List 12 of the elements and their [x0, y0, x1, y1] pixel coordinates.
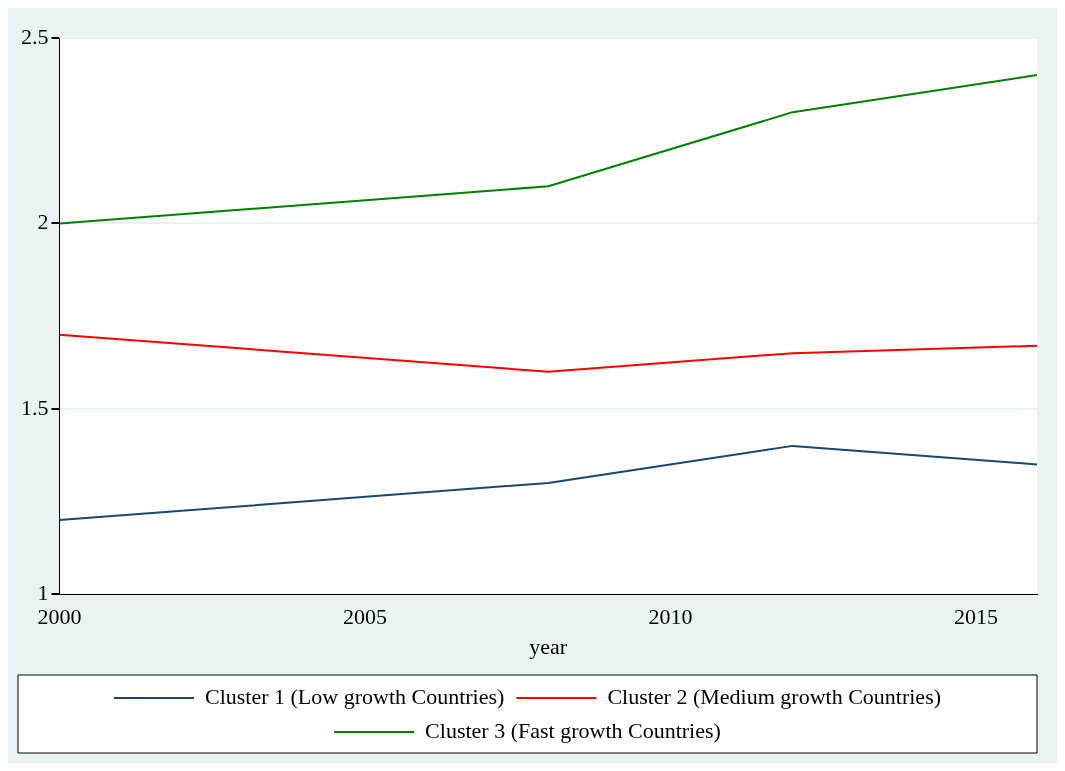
legend-label: Cluster 3 (Fast growth Countries)	[425, 717, 721, 743]
x-axis-title: year	[529, 633, 568, 659]
x-tick-label: 2005	[342, 604, 387, 630]
y-tick-label: 1	[37, 579, 49, 605]
y-tick-label: 2	[37, 209, 49, 235]
x-tick-label: 2010	[648, 604, 693, 630]
y-tick-label: 2.5	[21, 23, 49, 49]
y-tick-label: 1.5	[21, 394, 49, 420]
x-tick-label: 2000	[37, 604, 82, 630]
legend-label: Cluster 1 (Low growth Countries)	[204, 683, 505, 709]
legend-label: Cluster 2 (Medium growth Countries)	[607, 683, 942, 709]
x-tick-label: 2015	[953, 604, 998, 630]
